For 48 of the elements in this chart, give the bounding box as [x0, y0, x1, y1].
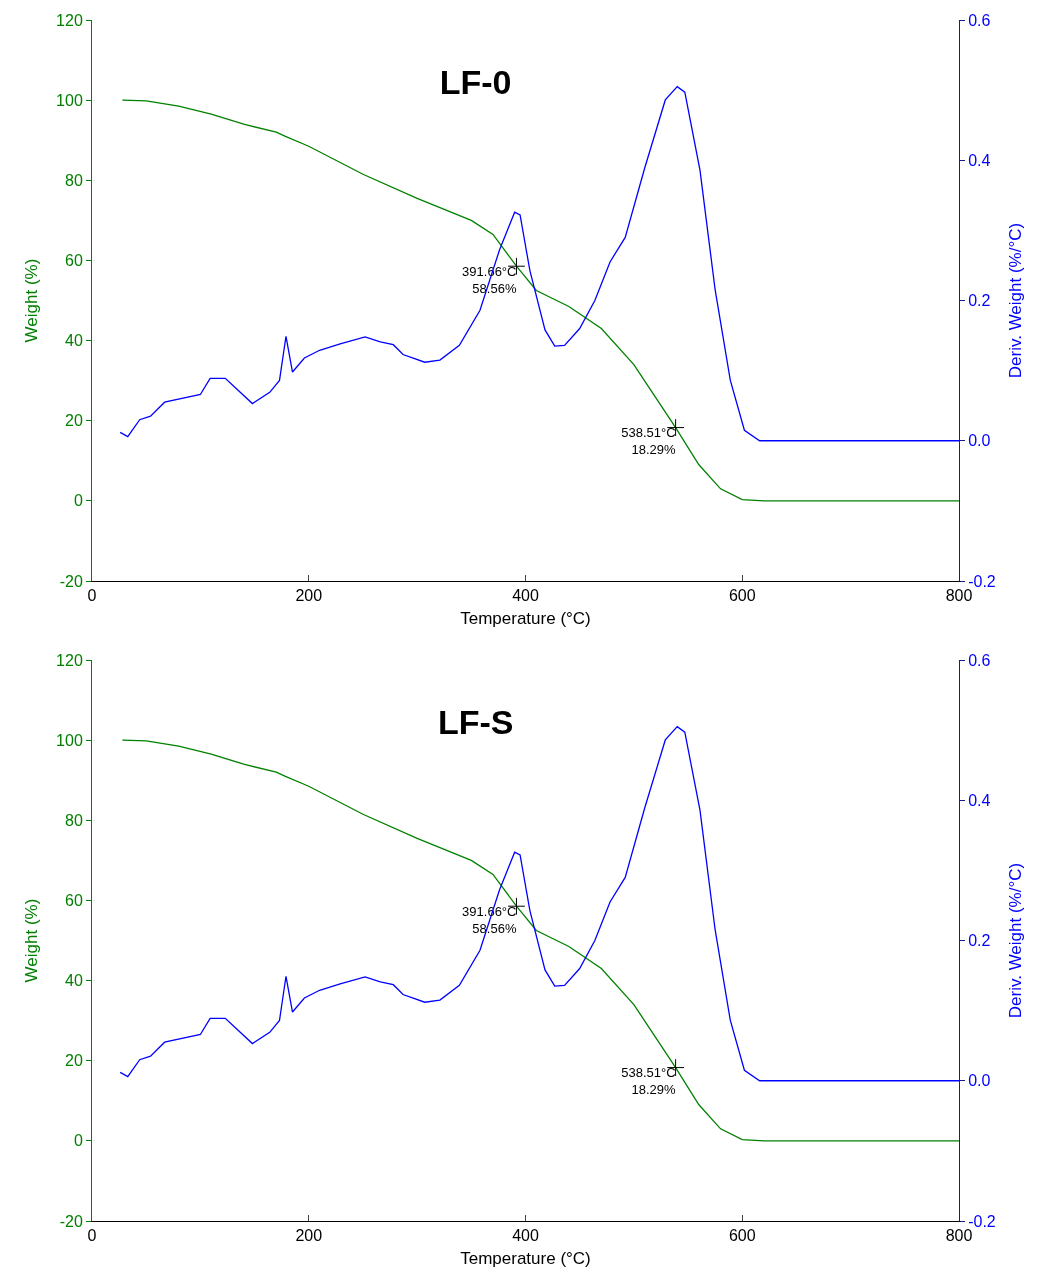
y-tick-label: -20 — [59, 1212, 83, 1230]
x-tick-label: 400 — [512, 587, 539, 605]
y2-tick-label: 0.4 — [968, 791, 991, 809]
y2-tick-label: 0.6 — [968, 11, 991, 29]
y-axis-title: Weight (%) — [21, 898, 41, 983]
y2-tick-label: 0.2 — [968, 932, 991, 950]
y2-tick-label: 0.6 — [968, 651, 991, 669]
x-tick-label: 400 — [512, 1227, 539, 1245]
y-tick-label: 0 — [73, 1132, 83, 1150]
y-tick-label: 0 — [73, 492, 83, 510]
y-tick-label: 100 — [56, 91, 83, 109]
text: LF-S — [437, 703, 514, 742]
x-tick-label: 800 — [945, 587, 973, 605]
annotation: 538.51°C 18.29% — [621, 1065, 677, 1098]
x-tick-label: 0 — [87, 1227, 97, 1245]
y-tick-label: 40 — [65, 332, 83, 350]
y-tick-label: 80 — [65, 811, 83, 829]
y2-tick-label: -0.2 — [968, 572, 996, 590]
y2-tick-label: 0.0 — [968, 432, 991, 450]
y-tick-label: 60 — [65, 252, 83, 270]
x-tick-label: 200 — [295, 1227, 323, 1245]
y-tick-label: 100 — [56, 731, 83, 749]
text: LF-0 — [439, 63, 512, 102]
y-tick-label: 20 — [65, 1052, 83, 1070]
y-tick-label: 120 — [56, 11, 83, 29]
x-axis-title: Temperature (°C) — [460, 1248, 591, 1268]
x-tick-label: 600 — [728, 587, 756, 605]
y2-tick-label: -0.2 — [968, 1212, 996, 1230]
y-tick-label: 40 — [65, 972, 83, 990]
line-series — [121, 739, 959, 1142]
y2-tick-label: 0.0 — [968, 1072, 991, 1090]
y-tick-label: 120 — [56, 651, 83, 669]
y2-axis-title: Deriv. Weight (%/°C) — [1006, 222, 1026, 379]
annotation: 538.51°C 18.29% — [621, 425, 677, 458]
line-series — [121, 99, 959, 502]
y2-tick-label: 0.4 — [968, 151, 991, 169]
x-tick-label: 200 — [295, 587, 323, 605]
y2-axis-title: Deriv. Weight (%/°C) — [1006, 862, 1026, 1019]
y-tick-label: 60 — [65, 892, 83, 910]
y2-tick-label: 0.2 — [968, 292, 991, 310]
x-axis-title: Temperature (°C) — [460, 608, 591, 628]
y-tick-label: -20 — [59, 572, 83, 590]
x-tick-label: 0 — [87, 587, 97, 605]
y-tick-label: 80 — [65, 171, 83, 189]
y-axis-title: Weight (%) — [21, 258, 41, 343]
x-tick-label: 600 — [728, 1227, 756, 1245]
x-tick-label: 800 — [945, 1227, 973, 1245]
y-tick-label: 20 — [65, 412, 83, 430]
